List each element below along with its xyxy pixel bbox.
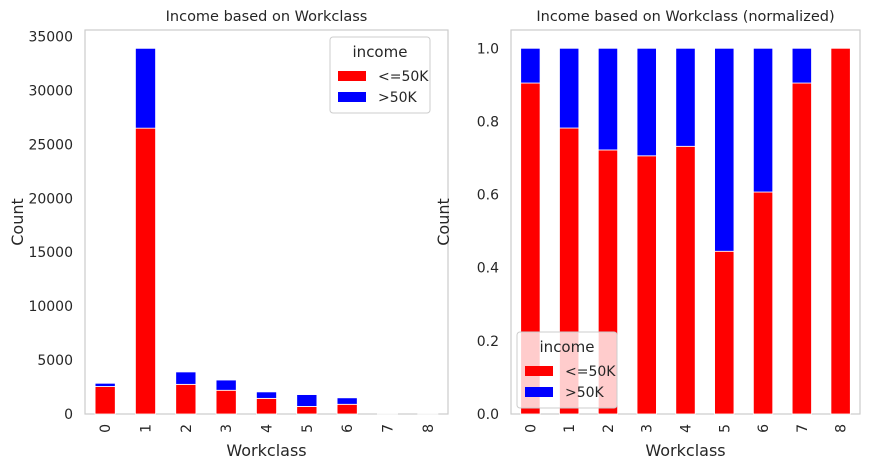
x-tick-label: 4 bbox=[260, 424, 276, 433]
y-tick-label: 10000 bbox=[28, 299, 73, 315]
legend: income <=50K >50K bbox=[329, 36, 431, 114]
legend-label-le50k: <=50K bbox=[565, 364, 616, 380]
bar-gt50k-workclass-4 bbox=[675, 47, 696, 147]
x-tick-label: 6 bbox=[340, 424, 356, 433]
x-tick-label: 1 bbox=[562, 424, 578, 433]
bar-gt50k-workclass-7 bbox=[791, 47, 812, 84]
y-tick-label: 15000 bbox=[28, 245, 73, 261]
y-tick-label: 30000 bbox=[28, 83, 73, 99]
x-tick-label: 0 bbox=[98, 424, 114, 433]
chart-title: Income based on Workclass bbox=[166, 9, 368, 25]
bar-le50k-workclass-2 bbox=[175, 383, 197, 415]
bar-gt50k-workclass-3 bbox=[215, 379, 237, 391]
bar-gt50k-workclass-2 bbox=[175, 371, 197, 385]
legend-label-le50k: <=50K bbox=[378, 69, 429, 85]
chart-workclass-counts: 0 5000 10000 15000 20000 25000 30000 35000 0 1 2 3… bbox=[8, 9, 449, 460]
chart-title: Income based on Workclass (normalized) bbox=[536, 9, 834, 25]
legend: income <=50K >50K bbox=[516, 331, 618, 409]
bar-gt50k-workclass-4 bbox=[256, 391, 277, 399]
x-ticks: 0 1 2 3 4 5 6 7 8 bbox=[523, 424, 849, 433]
y-tick-label: 35000 bbox=[28, 29, 73, 45]
bar-le50k-workclass-5 bbox=[296, 406, 318, 415]
x-tick-label: 4 bbox=[679, 424, 695, 433]
bar-le50k-workclass-7 bbox=[791, 82, 812, 415]
bar-gt50k-workclass-2 bbox=[597, 47, 619, 151]
bar-gt50k-workclass-3 bbox=[636, 47, 657, 157]
bar-gt50k-workclass-1 bbox=[135, 47, 156, 129]
y-ticks: 0.0 0.2 0.4 0.6 0.8 1.0 bbox=[477, 41, 499, 423]
legend-label-gt50k: >50K bbox=[565, 385, 605, 401]
legend-title: income bbox=[353, 43, 408, 61]
y-tick-label: 0.6 bbox=[477, 188, 499, 204]
bar-gt50k-workclass-6 bbox=[752, 47, 774, 193]
bar-gt50k-workclass-1 bbox=[559, 47, 580, 129]
legend-swatch-le50k bbox=[525, 366, 553, 376]
y-tick-label: 20000 bbox=[28, 191, 73, 207]
bar-le50k-workclass-0 bbox=[94, 386, 116, 415]
y-axis-label: Count bbox=[8, 198, 27, 246]
y-tick-label: 0.4 bbox=[477, 261, 499, 277]
x-axis-label: Workclass bbox=[226, 441, 306, 460]
bar-gt50k-workclass-6 bbox=[336, 397, 358, 405]
bar-gt50k-workclass-0 bbox=[94, 382, 116, 387]
x-tick-label: 2 bbox=[179, 424, 195, 433]
bar-le50k-workclass-3 bbox=[636, 155, 657, 415]
x-ticks: 0 1 2 3 4 5 6 7 8 bbox=[98, 424, 437, 433]
legend-swatch-gt50k bbox=[338, 92, 366, 102]
x-tick-label: 8 bbox=[834, 424, 850, 433]
bar-le50k-workclass-4 bbox=[256, 397, 277, 415]
legend-label-gt50k: >50K bbox=[378, 90, 418, 106]
y-tick-label: 0 bbox=[64, 407, 73, 423]
bar-gt50k-workclass-0 bbox=[520, 47, 541, 84]
x-tick-label: 7 bbox=[795, 424, 811, 433]
x-tick-label: 1 bbox=[139, 424, 155, 433]
x-tick-label: 5 bbox=[717, 424, 733, 433]
bar-le50k-workclass-8 bbox=[830, 47, 851, 415]
bar-gt50k-workclass-5 bbox=[714, 47, 735, 252]
y-tick-label: 0.2 bbox=[477, 334, 499, 350]
y-axis-label: Count bbox=[434, 198, 453, 246]
bar-le50k-workclass-6 bbox=[336, 403, 358, 415]
bar-le50k-workclass-5 bbox=[714, 250, 735, 415]
x-tick-label: 5 bbox=[300, 424, 316, 433]
bars bbox=[520, 47, 851, 415]
x-tick-label: 3 bbox=[640, 424, 656, 433]
x-tick-label: 3 bbox=[219, 424, 235, 433]
chart-workclass-normalized: 0.0 0.2 0.4 0.6 0.8 1.0 0 1 2 3 4 5 6 7 8 Income base… bbox=[434, 9, 861, 460]
bar-le50k-workclass-3 bbox=[215, 389, 237, 415]
y-tick-label: 0.8 bbox=[477, 114, 499, 130]
x-tick-label: 8 bbox=[421, 424, 437, 433]
bar-le50k-workclass-6 bbox=[752, 191, 774, 415]
x-axis-label: Workclass bbox=[645, 441, 725, 460]
y-tick-label: 25000 bbox=[28, 137, 73, 153]
x-tick-label: 0 bbox=[523, 424, 539, 433]
bars bbox=[94, 47, 439, 415]
bar-gt50k-workclass-5 bbox=[296, 394, 318, 407]
legend-swatch-gt50k bbox=[525, 387, 553, 397]
y-tick-label: 0.0 bbox=[477, 407, 499, 423]
x-tick-label: 2 bbox=[601, 424, 617, 433]
bar-le50k-workclass-1 bbox=[135, 127, 156, 415]
x-tick-label: 7 bbox=[381, 424, 397, 433]
y-ticks: 0 5000 10000 15000 20000 25000 30000 35000 bbox=[28, 29, 73, 423]
legend-title: income bbox=[540, 338, 595, 356]
x-tick-label: 6 bbox=[756, 424, 772, 433]
y-tick-label: 1.0 bbox=[477, 41, 499, 57]
legend-swatch-le50k bbox=[338, 71, 366, 81]
y-tick-label: 5000 bbox=[37, 353, 73, 369]
bar-le50k-workclass-4 bbox=[675, 145, 696, 415]
